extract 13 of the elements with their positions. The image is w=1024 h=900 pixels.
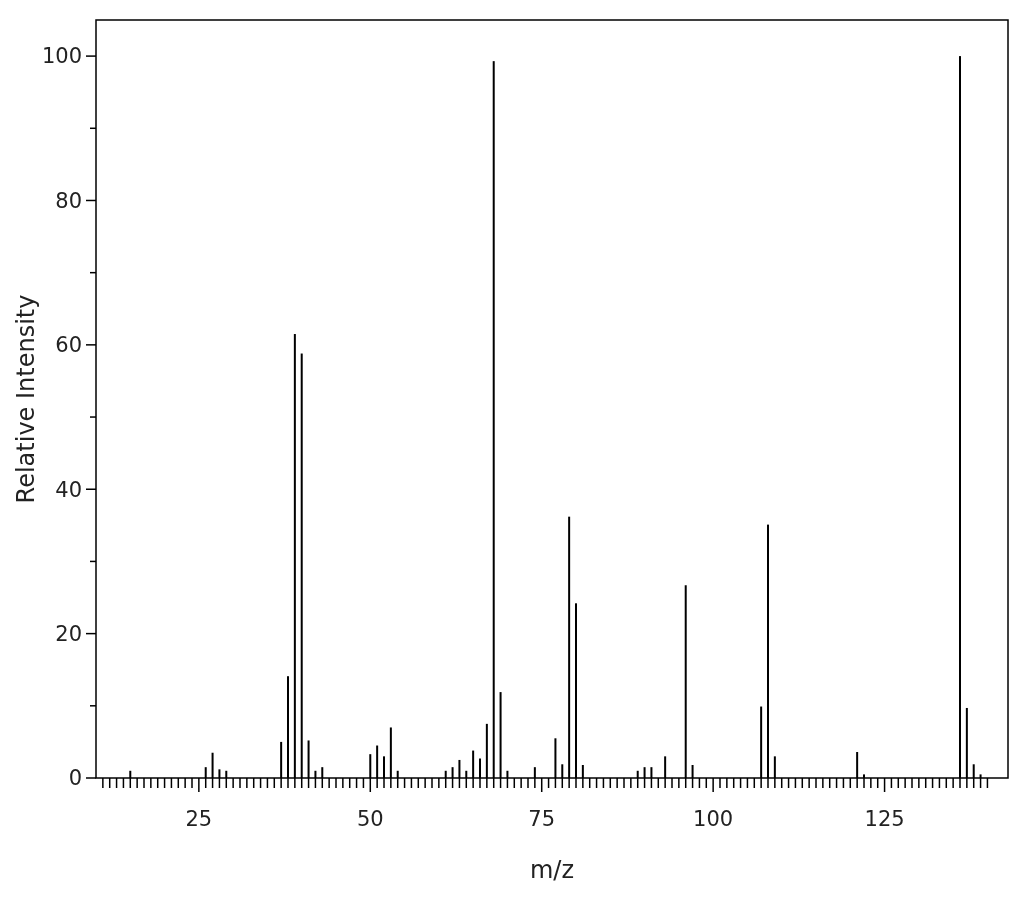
x-tick-label: 25 xyxy=(185,807,213,831)
y-tick-label: 100 xyxy=(41,44,82,69)
x-tick-label: 125 xyxy=(864,807,905,831)
y-tick-label: 0 xyxy=(68,766,82,791)
x-tick-label: 75 xyxy=(528,807,556,831)
x-axis-title: m/z xyxy=(529,856,575,884)
y-axis-title: Relative Intensity xyxy=(12,294,40,504)
x-tick-label: 50 xyxy=(356,807,384,831)
y-tick-label: 80 xyxy=(55,188,82,213)
x-tick-label: 100 xyxy=(693,807,734,831)
y-tick-label: 20 xyxy=(55,621,82,646)
y-tick-label: 40 xyxy=(55,477,82,502)
y-tick-label: 60 xyxy=(55,333,82,358)
